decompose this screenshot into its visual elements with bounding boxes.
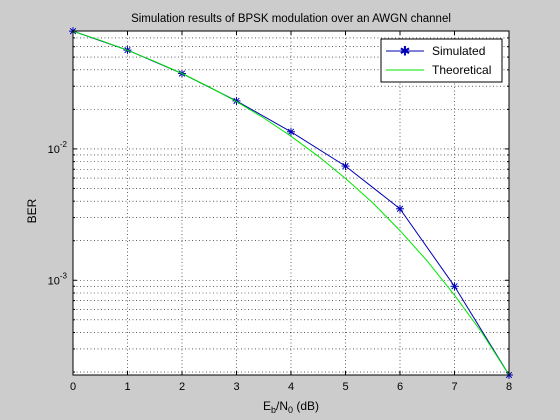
legend-theoretical-label: Theoretical [432, 63, 491, 77]
x-tick-label: 5 [342, 381, 348, 393]
tick-labels: 0 1 2 3 4 5 6 7 8 10-2 10-3 [48, 140, 512, 393]
data-point-simulated [396, 204, 404, 213]
legend-simulated-label: Simulated [432, 44, 485, 58]
legend-box [380, 38, 503, 83]
axis-ticks [72, 31, 510, 375]
x-tick-label: 6 [397, 381, 403, 393]
data-point-simulated [450, 282, 459, 291]
x-tick-label: 1 [124, 381, 130, 393]
x-tick-label: 2 [179, 381, 185, 393]
x-tick-label: 7 [451, 381, 457, 393]
series-line-theoretical [72, 30, 510, 376]
y-tick-label: 10-3 [48, 271, 68, 287]
chart-title: Simulation results of BPSK modulation ov… [131, 13, 451, 25]
x-tick-label: 0 [70, 381, 76, 393]
y-tick-label: 10-2 [48, 140, 68, 156]
legend-simulated-marker: ✱ [400, 44, 411, 59]
x-tick-label: 4 [288, 381, 294, 393]
data-point-simulated [341, 162, 350, 171]
series-layer [69, 27, 513, 379]
x-axis-label: Eb/N0 (dB) [263, 399, 319, 415]
x-tick-label: 3 [233, 381, 239, 393]
x-tick-label: 8 [506, 381, 512, 393]
y-axis-label: BER [25, 198, 39, 223]
data-point-simulated [287, 127, 295, 136]
legend: ✱ Simulated Theoretical [380, 38, 503, 83]
